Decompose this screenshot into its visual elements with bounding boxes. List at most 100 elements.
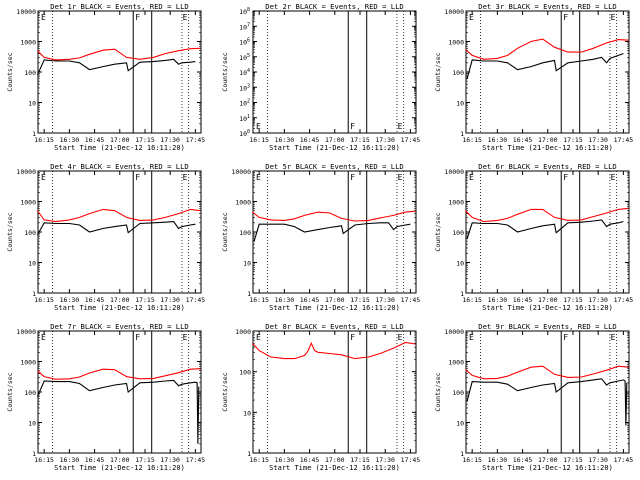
y-tick-label: 100 <box>24 229 36 237</box>
x-tick-label: 17:30 <box>160 296 180 304</box>
marker-e: E <box>469 173 474 182</box>
y-tick-label: 1000 <box>448 39 464 47</box>
x-tick-label: 17:00 <box>325 456 345 464</box>
x-tick-label: 17:00 <box>110 136 130 144</box>
series-line-lld <box>37 368 201 380</box>
x-tick-label: 16:30 <box>275 456 295 464</box>
y-axis-label: Counts/sec <box>6 52 14 91</box>
y-tick-label: 1000 <box>448 199 464 207</box>
y-tick-label: 1 <box>460 290 464 298</box>
y-tick-label: 100 <box>24 389 36 397</box>
y-tick-label: 1 <box>460 130 464 138</box>
y-tick-label: 100 <box>239 369 251 377</box>
marker-e: E <box>41 333 46 342</box>
x-tick-label: 17:15 <box>563 456 583 464</box>
marker-e: E <box>611 13 616 22</box>
x-tick-label: 16:15 <box>249 136 269 144</box>
y-axis-label: Counts/sec <box>6 372 14 411</box>
marker-e: E <box>398 333 403 342</box>
y-tick-label: 10 <box>456 260 464 268</box>
y-tick-label: 100 <box>239 129 250 138</box>
x-tick-label: 17:15 <box>350 296 370 304</box>
marker-e: E <box>256 333 261 342</box>
x-tick-label: 16:30 <box>60 456 80 464</box>
marker-f: F <box>135 13 140 22</box>
x-axis-label: Start Time (21-Dec-12 16:11:20) <box>54 144 185 152</box>
y-tick-label: 10 <box>28 260 36 268</box>
y-axis-label: Counts/sec <box>434 372 442 411</box>
y-tick-label: 1 <box>32 450 36 458</box>
x-tick-label: 17:15 <box>350 136 370 144</box>
x-tick-label: 17:00 <box>538 136 558 144</box>
x-tick-label: 17:00 <box>110 296 130 304</box>
marker-e: E <box>183 333 188 342</box>
x-tick-label: 16:15 <box>249 456 269 464</box>
series-line-events <box>36 221 196 236</box>
x-tick-label: 16:15 <box>34 456 54 464</box>
x-tick-label: 17:45 <box>614 456 634 464</box>
y-tick-label: 10 <box>456 420 464 428</box>
panel-4: Det 4r BLACK = Events, RED = LLD 1 10 100 10… <box>6 162 205 312</box>
x-tick-label: 16:45 <box>85 296 105 304</box>
x-tick-label: 17:15 <box>563 136 583 144</box>
y-tick-label: 108 <box>239 7 250 16</box>
y-tick-label: 100 <box>24 69 36 77</box>
x-tick-label: 16:15 <box>34 296 54 304</box>
panel-9: Det 9r BLACK = Events, RED = LLD 1 10 100 10… <box>434 322 633 472</box>
y-axis-label: Counts/sec <box>221 372 229 411</box>
y-tick-label: 10 <box>456 100 464 108</box>
panel-3: Det 3r BLACK = Events, RED = LLD 1 10 100 10… <box>434 2 633 152</box>
y-axis-label: Counts/sec <box>221 212 229 251</box>
panel-title: Det 8r BLACK = Events, RED = LLD <box>265 322 403 331</box>
panel-title: Det 5r BLACK = Events, RED = LLD <box>265 162 403 171</box>
y-tick-label: 104 <box>239 68 250 77</box>
x-tick-label: 17:15 <box>135 136 155 144</box>
series-line-lld <box>252 210 416 222</box>
marker-e: E <box>183 173 188 182</box>
plot-frame <box>465 10 630 134</box>
x-tick-label: 16:45 <box>513 296 533 304</box>
y-axis-label: Counts/sec <box>6 212 14 251</box>
marker-f: F <box>135 173 140 182</box>
x-tick-label: 16:45 <box>300 136 320 144</box>
x-tick-label: 16:15 <box>34 136 54 144</box>
x-axis-label: Start Time (21-Dec-12 16:11:20) <box>269 304 400 312</box>
y-tick-label: 1 <box>32 290 36 298</box>
y-tick-label: 106 <box>239 38 250 47</box>
x-tick-label: 17:45 <box>614 296 634 304</box>
x-tick-label: 16:15 <box>249 296 269 304</box>
x-axis-label: Start Time (21-Dec-12 16:11:20) <box>54 464 185 472</box>
x-tick-label: 17:00 <box>110 456 130 464</box>
y-tick-label: 10000 <box>16 168 36 176</box>
marker-f: F <box>563 173 568 182</box>
plot-frame <box>252 10 417 134</box>
series-line-events <box>466 219 624 239</box>
plot-frame <box>37 10 202 134</box>
x-tick-label: 17:00 <box>538 296 558 304</box>
plot-frame <box>465 170 630 294</box>
marker-e: E <box>256 173 261 182</box>
x-tick-label: 17:45 <box>186 136 206 144</box>
marker-f: F <box>350 122 355 131</box>
x-tick-label: 16:45 <box>513 136 533 144</box>
plot-frame <box>37 170 202 294</box>
y-tick-label: 1000 <box>448 359 464 367</box>
y-tick-label: 1000 <box>235 199 251 207</box>
x-tick-label: 16:15 <box>462 136 482 144</box>
series-line-lld <box>36 208 201 223</box>
x-tick-label: 17:00 <box>538 456 558 464</box>
panel-title: Det 6r BLACK = Events, RED = LLD <box>478 162 616 171</box>
series-line-lld <box>251 341 416 360</box>
x-tick-label: 16:45 <box>85 136 105 144</box>
x-tick-label: 16:15 <box>462 296 482 304</box>
panel-8: Det 8r BLACK = Events, RED = LLD 1 10 100 10… <box>221 322 420 472</box>
x-axis-label: Start Time (21-Dec-12 16:11:20) <box>482 144 613 152</box>
y-tick-label: 101 <box>239 114 250 123</box>
x-tick-label: 16:45 <box>85 456 105 464</box>
y-tick-label: 100 <box>452 229 464 237</box>
panel-title: Det 4r BLACK = Events, RED = LLD <box>50 162 188 171</box>
plot-frame <box>465 330 630 454</box>
plot-frame <box>37 330 202 454</box>
marker-f: F <box>350 333 355 342</box>
x-axis-label: Start Time (21-Dec-12 16:11:20) <box>482 304 613 312</box>
